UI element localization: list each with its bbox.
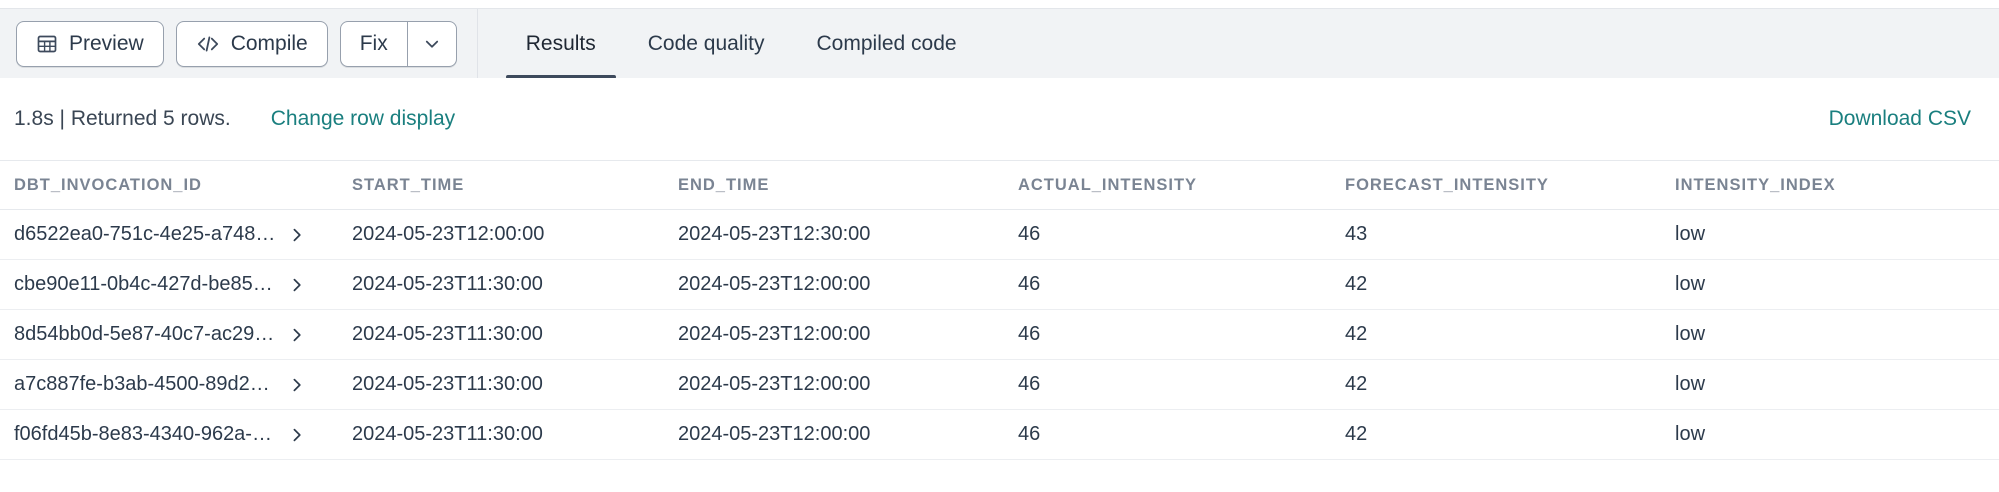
table-row: f06fd45b-8e83-4340-962a-795… 2024-05-23T… bbox=[0, 410, 1999, 460]
chevron-right-icon[interactable] bbox=[286, 224, 308, 246]
cell-forecast-intensity: 43 bbox=[1345, 223, 1368, 245]
tab-code-quality[interactable]: Code quality bbox=[622, 9, 791, 79]
dbt-invocation-id-value: a7c887fe-b3ab-4500-89d2-585… bbox=[14, 373, 276, 395]
column-header-forecast-intensity[interactable]: FORECAST_INTENSITY bbox=[1345, 175, 1549, 194]
fix-split-button: Fix bbox=[339, 20, 457, 67]
code-icon bbox=[196, 33, 220, 55]
results-tabs: Results Code quality Compiled code bbox=[500, 9, 983, 79]
cell-actual-intensity: 46 bbox=[1018, 223, 1041, 245]
chevron-down-icon bbox=[421, 33, 443, 55]
cell-dbt-invocation-id: a7c887fe-b3ab-4500-89d2-585… bbox=[0, 373, 338, 396]
cell-dbt-invocation-id: cbe90e11-0b4c-427d-be85-32… bbox=[0, 273, 338, 296]
tab-compiled-code[interactable]: Compiled code bbox=[791, 9, 983, 79]
dbt-invocation-id-value: d6522ea0-751c-4e25-a748-223… bbox=[14, 223, 276, 245]
results-status-bar: 1.8s | Returned 5 rows. Change row displ… bbox=[0, 78, 1999, 160]
change-row-display-link[interactable]: Change row display bbox=[270, 107, 456, 130]
cell-forecast-intensity: 42 bbox=[1345, 323, 1368, 345]
cell-intensity-index: low bbox=[1675, 223, 1706, 245]
tab-code-quality-label: Code quality bbox=[647, 31, 765, 55]
cell-start-time: 2024-05-23T12:00:00 bbox=[352, 223, 545, 245]
cell-forecast-intensity: 42 bbox=[1345, 373, 1368, 395]
cell-end-time: 2024-05-23T12:00:00 bbox=[678, 423, 871, 445]
toolbar-divider bbox=[476, 8, 478, 79]
cell-forecast-intensity: 42 bbox=[1345, 423, 1368, 445]
query-summary-text: 1.8s | Returned 5 rows. bbox=[14, 107, 231, 130]
dbt-invocation-id-value: f06fd45b-8e83-4340-962a-795… bbox=[14, 423, 276, 445]
compile-button[interactable]: Compile bbox=[175, 20, 328, 67]
column-header-dbt-invocation-id[interactable]: DBT_INVOCATION_ID bbox=[14, 175, 202, 194]
cell-end-time: 2024-05-23T12:00:00 bbox=[678, 373, 871, 395]
dbt-invocation-id-value: 8d54bb0d-5e87-40c7-ac29-39… bbox=[14, 323, 276, 345]
chevron-right-icon[interactable] bbox=[286, 374, 308, 396]
download-csv-link[interactable]: Download CSV bbox=[1828, 107, 1971, 130]
preview-button-label: Preview bbox=[69, 32, 144, 55]
column-header-actual-intensity[interactable]: ACTUAL_INTENSITY bbox=[1018, 175, 1198, 194]
table-row: d6522ea0-751c-4e25-a748-223… 2024-05-23T… bbox=[0, 210, 1999, 260]
cell-end-time: 2024-05-23T12:00:00 bbox=[678, 323, 871, 345]
cell-actual-intensity: 46 bbox=[1018, 423, 1041, 445]
toolbar-button-group: Preview Compile Fix bbox=[0, 9, 457, 78]
tab-compiled-code-label: Compiled code bbox=[816, 31, 957, 55]
fix-button[interactable]: Fix bbox=[341, 22, 407, 66]
cell-intensity-index: low bbox=[1675, 323, 1706, 345]
active-tab-indicator bbox=[505, 74, 616, 79]
chevron-right-icon[interactable] bbox=[286, 424, 308, 446]
chevron-right-icon[interactable] bbox=[286, 324, 308, 346]
cell-forecast-intensity: 42 bbox=[1345, 273, 1368, 295]
cell-start-time: 2024-05-23T11:30:00 bbox=[352, 423, 543, 445]
cell-end-time: 2024-05-23T12:00:00 bbox=[678, 273, 871, 295]
tab-results[interactable]: Results bbox=[500, 9, 622, 79]
preview-button[interactable]: Preview bbox=[16, 20, 164, 67]
cell-start-time: 2024-05-23T11:30:00 bbox=[352, 373, 543, 395]
cell-actual-intensity: 46 bbox=[1018, 273, 1041, 295]
cell-dbt-invocation-id: d6522ea0-751c-4e25-a748-223… bbox=[0, 223, 338, 246]
table-row: 8d54bb0d-5e87-40c7-ac29-39… 2024-05-23T1… bbox=[0, 310, 1999, 360]
cell-intensity-index: low bbox=[1675, 373, 1706, 395]
cell-start-time: 2024-05-23T11:30:00 bbox=[352, 323, 543, 345]
column-header-start-time[interactable]: START_TIME bbox=[352, 175, 465, 194]
dbt-invocation-id-value: cbe90e11-0b4c-427d-be85-32… bbox=[14, 273, 276, 295]
column-header-end-time[interactable]: END_TIME bbox=[678, 175, 770, 194]
cell-start-time: 2024-05-23T11:30:00 bbox=[352, 273, 543, 295]
tab-results-label: Results bbox=[525, 31, 596, 55]
cell-actual-intensity: 46 bbox=[1018, 373, 1041, 395]
split-button-divider bbox=[406, 21, 408, 66]
cell-actual-intensity: 46 bbox=[1018, 323, 1041, 345]
cell-end-time: 2024-05-23T12:30:00 bbox=[678, 223, 871, 245]
table-header-row: DBT_INVOCATION_ID START_TIME END_TIME AC… bbox=[0, 160, 1999, 210]
editor-toolbar: Preview Compile Fix bbox=[0, 8, 1999, 79]
cell-dbt-invocation-id: f06fd45b-8e83-4340-962a-795… bbox=[0, 423, 338, 446]
table-row: cbe90e11-0b4c-427d-be85-32… 2024-05-23T1… bbox=[0, 260, 1999, 310]
fix-button-label: Fix bbox=[359, 31, 388, 55]
cell-intensity-index: low bbox=[1675, 423, 1706, 445]
column-header-intensity-index[interactable]: INTENSITY_INDEX bbox=[1675, 175, 1836, 194]
results-table: DBT_INVOCATION_ID START_TIME END_TIME AC… bbox=[0, 160, 1999, 460]
table-icon bbox=[36, 33, 58, 55]
compile-button-label: Compile bbox=[230, 32, 308, 55]
table-row: a7c887fe-b3ab-4500-89d2-585… 2024-05-23T… bbox=[0, 360, 1999, 410]
chevron-right-icon[interactable] bbox=[286, 274, 308, 296]
cell-dbt-invocation-id: 8d54bb0d-5e87-40c7-ac29-39… bbox=[0, 323, 338, 346]
cell-intensity-index: low bbox=[1675, 273, 1706, 295]
fix-dropdown-button[interactable] bbox=[408, 22, 456, 66]
